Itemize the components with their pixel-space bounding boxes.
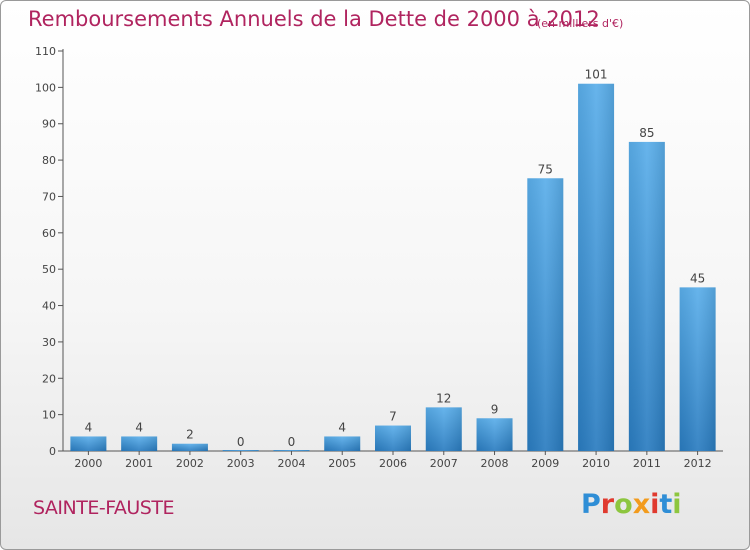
y-tick-label: 20 — [42, 372, 56, 385]
logo-letter: x — [632, 489, 651, 520]
logo-letter: i — [672, 489, 682, 520]
bar-value-label: 75 — [538, 162, 553, 176]
x-tick-label: 2004 — [277, 457, 305, 470]
bar-shade — [628, 141, 665, 451]
bar-shade — [121, 436, 158, 451]
y-tick-label: 10 — [42, 409, 56, 422]
y-tick-label: 0 — [49, 445, 56, 458]
y-tick-label: 100 — [35, 81, 56, 94]
bar-shade — [222, 450, 259, 451]
x-tick-label: 2001 — [125, 457, 153, 470]
y-tick-label: 90 — [42, 118, 56, 131]
bar-shade — [70, 436, 107, 451]
chart-unit: (en milliers d'€) — [537, 17, 624, 30]
bar-value-label: 4 — [135, 420, 143, 434]
x-tick-label: 2005 — [328, 457, 356, 470]
bar-value-label: 45 — [690, 271, 705, 285]
bar-shade — [476, 418, 513, 451]
bar-value-label: 7 — [389, 410, 397, 424]
bar-value-label: 9 — [491, 402, 499, 416]
x-tick-label: 2012 — [684, 457, 712, 470]
y-tick-label: 60 — [42, 227, 56, 240]
bar-shade — [527, 178, 564, 452]
bar-value-label: 101 — [585, 68, 608, 82]
bar-shade — [425, 407, 462, 451]
logo-letter: r — [600, 489, 615, 520]
x-tick-label: 2011 — [633, 457, 661, 470]
x-tick-label: 2000 — [74, 457, 102, 470]
x-tick-label: 2006 — [379, 457, 407, 470]
y-tick-label: 70 — [42, 190, 56, 203]
y-tick-label: 50 — [42, 263, 56, 276]
logo-letter: P — [581, 489, 601, 520]
bar-shade — [324, 436, 361, 451]
x-tick-label: 2007 — [430, 457, 458, 470]
y-tick-label: 110 — [35, 45, 56, 58]
bar-value-label: 4 — [85, 420, 93, 434]
bar-value-label: 0 — [288, 435, 296, 449]
bar-shade — [578, 83, 615, 452]
chart-title: Remboursements Annuels de la Dette de 20… — [28, 7, 600, 31]
y-tick-label: 40 — [42, 300, 56, 313]
proxiti-logo: Proxiti — [581, 489, 682, 520]
commune-name: SAINTE-FAUSTE — [33, 497, 174, 519]
y-tick-label: 80 — [42, 154, 56, 167]
bar-value-label: 0 — [237, 435, 245, 449]
bar-value-label: 85 — [639, 126, 654, 140]
bar-shade — [273, 450, 310, 451]
x-tick-label: 2008 — [481, 457, 509, 470]
x-tick-label: 2009 — [531, 457, 559, 470]
bar-shade — [679, 287, 716, 451]
x-tick-label: 2003 — [227, 457, 255, 470]
bar-value-label: 4 — [338, 420, 346, 434]
y-tick-label: 30 — [42, 336, 56, 349]
bar-value-label: 2 — [186, 428, 194, 442]
logo-letter: o — [614, 489, 633, 520]
logo-letter: t — [659, 489, 673, 520]
x-tick-label: 2002 — [176, 457, 204, 470]
bar-shade — [171, 443, 208, 451]
bar-shade — [375, 425, 411, 451]
bar-value-label: 12 — [436, 391, 451, 405]
logo-letter: i — [650, 489, 660, 520]
x-tick-label: 2010 — [582, 457, 610, 470]
